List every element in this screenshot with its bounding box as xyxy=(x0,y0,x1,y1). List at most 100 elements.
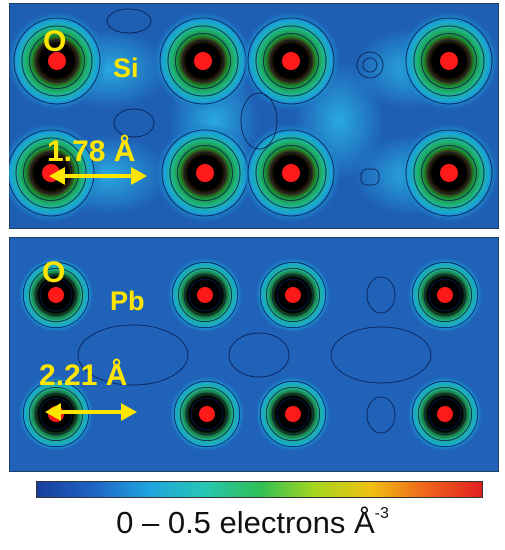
contour-line xyxy=(417,267,472,323)
contour-line xyxy=(356,51,384,79)
contour-line xyxy=(271,392,315,436)
atom-core xyxy=(194,52,212,70)
charge-density-panel-sio: O Si 1.78 Å xyxy=(9,3,499,229)
contour-line xyxy=(427,151,471,195)
contour-line xyxy=(34,273,78,317)
contour-line xyxy=(169,137,241,209)
pbo-density-map: O Pb 2.21 Å xyxy=(9,237,499,472)
contour-line xyxy=(15,137,87,209)
contour-line xyxy=(240,92,278,150)
contour-line xyxy=(167,25,239,97)
contour-line xyxy=(411,380,479,448)
contour-line xyxy=(269,39,313,83)
contour-line xyxy=(263,145,319,201)
contour-line xyxy=(28,267,84,323)
color-scale-caption: 0 – 0.5 electrons Å-3 xyxy=(0,505,505,541)
contour-line xyxy=(428,397,462,431)
contour-line xyxy=(77,324,189,386)
contour-line xyxy=(265,267,320,323)
atom-core xyxy=(48,52,66,70)
contour-line xyxy=(185,392,229,436)
contour-line xyxy=(423,273,467,317)
element-label-si: Si xyxy=(113,53,139,83)
atom-core xyxy=(48,287,64,303)
atom-core xyxy=(285,406,301,422)
contour-line xyxy=(190,397,224,431)
contour-line xyxy=(271,273,315,317)
contour-line xyxy=(181,39,225,83)
contour-line xyxy=(247,17,335,105)
color-scale-bar xyxy=(36,481,483,498)
contour-line xyxy=(255,25,327,97)
contour-line xyxy=(22,261,90,329)
caption-exponent: -3 xyxy=(374,505,389,522)
bond-length-arrow xyxy=(49,167,147,185)
sio-density-map: O Si 1.78 Å xyxy=(9,3,499,229)
atom-core xyxy=(437,406,453,422)
oxygen-label: O xyxy=(43,25,66,58)
contour-line xyxy=(255,137,327,209)
contour-line xyxy=(113,108,155,138)
contour-line xyxy=(29,151,73,195)
contour-line xyxy=(421,33,477,89)
element-label-pb: Pb xyxy=(110,286,145,316)
contour-line xyxy=(259,380,327,448)
contour-line xyxy=(405,129,493,217)
contour-line xyxy=(13,17,101,105)
contour-line xyxy=(35,39,79,83)
contour-line xyxy=(173,380,241,448)
contour-line xyxy=(177,267,232,323)
contour-line xyxy=(417,386,472,441)
contour-line xyxy=(413,137,485,209)
contour-line xyxy=(179,386,234,441)
caption-text: 0 – 0.5 electrons Å xyxy=(116,505,375,540)
contour-line xyxy=(330,326,432,384)
oxygen-label: O xyxy=(42,256,65,289)
bond-length-label: 2.21 Å xyxy=(39,359,127,392)
contour-line xyxy=(276,397,310,431)
atom-core xyxy=(440,52,458,70)
atom-core xyxy=(437,287,453,303)
contour-line xyxy=(29,33,85,89)
atom-core xyxy=(196,164,214,182)
contour-line xyxy=(362,57,378,73)
contour-line xyxy=(413,25,485,97)
contour-line xyxy=(366,276,396,314)
contour-line xyxy=(21,25,93,97)
bond-length-label: 1.78 Å xyxy=(47,135,135,168)
contour-line xyxy=(39,278,73,312)
contour-line xyxy=(188,278,222,312)
atom-core xyxy=(199,406,215,422)
charge-density-panel-pbo: O Pb 2.21 Å xyxy=(9,237,499,472)
contour-line xyxy=(228,332,290,378)
contour-line xyxy=(183,273,227,317)
atom-core xyxy=(440,164,458,182)
contour-line xyxy=(269,151,313,195)
contour-line xyxy=(360,168,380,186)
contour-line xyxy=(23,145,79,201)
atom-sites xyxy=(9,11,499,223)
contour-line xyxy=(259,261,327,329)
contour-line xyxy=(427,39,471,83)
contour-line xyxy=(366,396,396,434)
contour-line xyxy=(265,386,320,441)
contour-line xyxy=(428,278,462,312)
atom-core xyxy=(285,287,301,303)
contour-line xyxy=(9,129,95,217)
atom-core xyxy=(282,164,300,182)
contour-line xyxy=(421,145,477,201)
atom-core xyxy=(282,52,300,70)
contour-line xyxy=(405,17,493,105)
contour-line xyxy=(411,261,479,329)
contour-line xyxy=(183,151,227,195)
contour-line xyxy=(106,8,152,34)
contour-line xyxy=(247,129,335,217)
contour-line xyxy=(423,392,467,436)
bond-length-arrow xyxy=(45,403,137,421)
contour-line xyxy=(263,33,319,89)
contour-line xyxy=(171,261,239,329)
contour-line xyxy=(276,278,310,312)
contour-line xyxy=(177,145,233,201)
atom-core xyxy=(197,287,213,303)
contour-line xyxy=(175,33,231,89)
